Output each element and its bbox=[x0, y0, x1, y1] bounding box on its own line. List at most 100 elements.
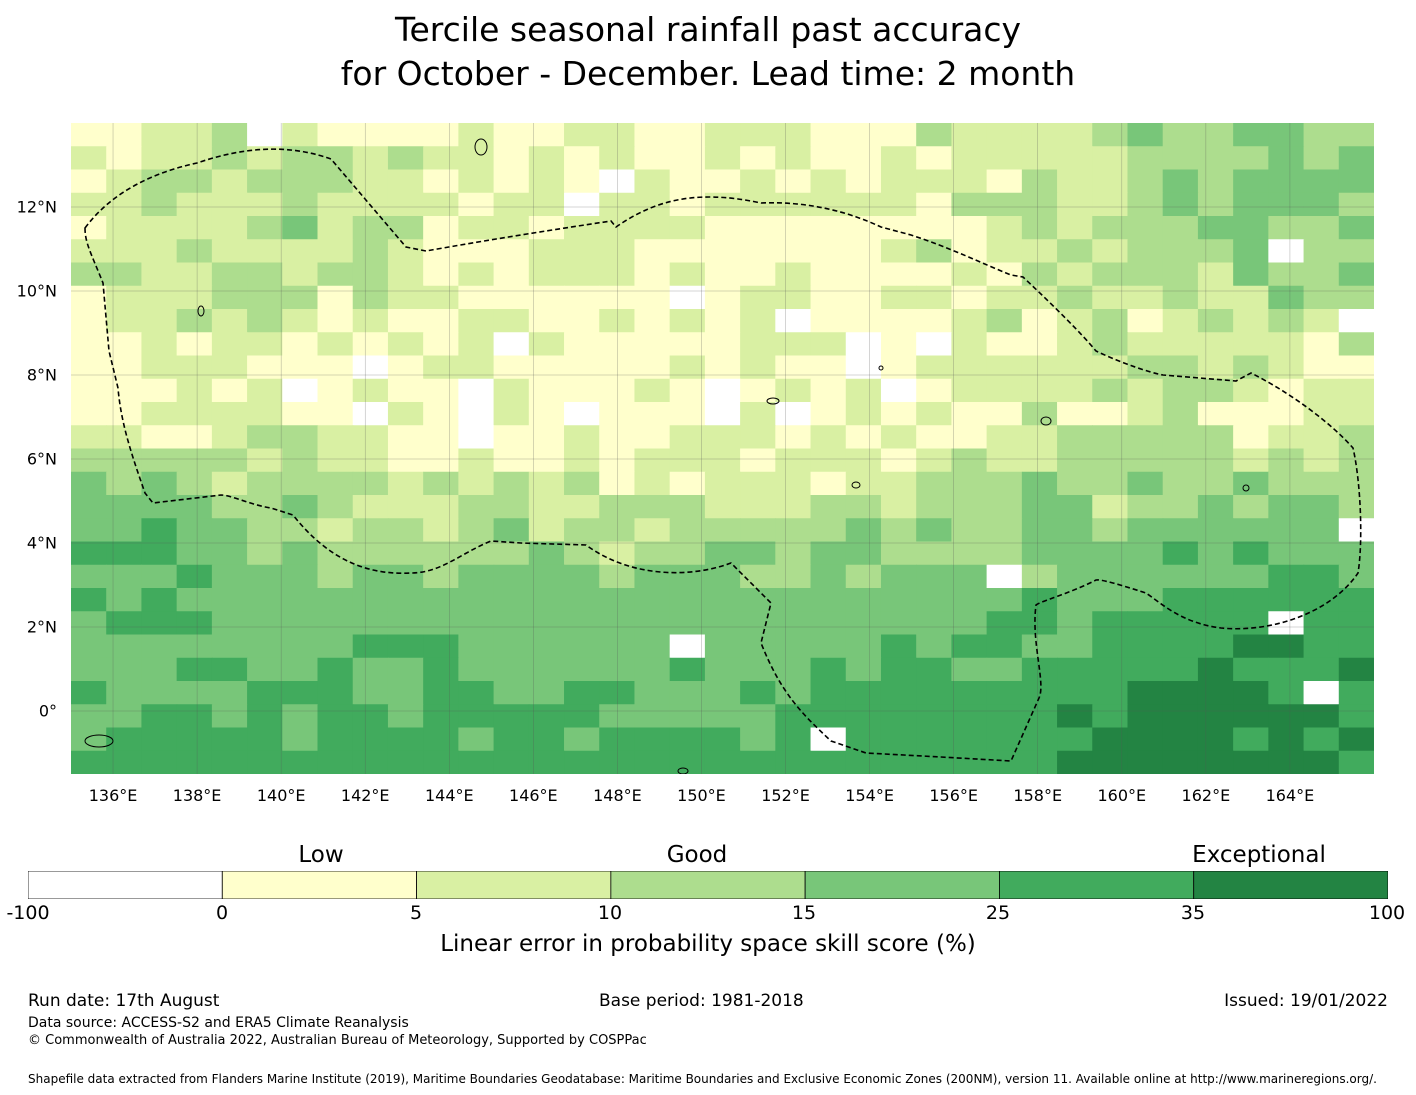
grid-cell bbox=[141, 123, 178, 147]
grid-cell bbox=[1338, 704, 1374, 729]
grid-cell bbox=[669, 378, 706, 403]
grid-cell bbox=[775, 402, 812, 426]
grid-cell bbox=[528, 448, 565, 473]
grid-cell bbox=[211, 750, 248, 774]
grid-cell bbox=[775, 262, 812, 287]
grid-cell bbox=[916, 564, 953, 589]
grid-cell bbox=[951, 634, 988, 659]
grid-cell bbox=[634, 541, 671, 566]
grid-cell bbox=[352, 657, 389, 682]
grid-cell bbox=[141, 378, 178, 403]
longitude-tick-label: 156°E bbox=[929, 786, 978, 805]
grid-cell bbox=[775, 588, 812, 612]
grid-cell bbox=[106, 495, 143, 519]
grid-cell bbox=[176, 681, 213, 705]
grid-cell bbox=[1057, 262, 1093, 287]
grid-cell bbox=[986, 123, 1023, 147]
grid-cell bbox=[493, 402, 530, 426]
grid-cell bbox=[1162, 727, 1199, 752]
grid-cell bbox=[528, 402, 565, 426]
grid-cell bbox=[775, 123, 812, 147]
grid-cell bbox=[211, 262, 248, 287]
grid-cell bbox=[387, 285, 424, 310]
grid-cell bbox=[1338, 169, 1374, 194]
grid-cell bbox=[71, 216, 107, 240]
grid-cell bbox=[986, 657, 1023, 682]
latitude-tick-label: 12°N bbox=[16, 197, 57, 217]
grid-cell bbox=[1303, 634, 1340, 659]
grid-cell bbox=[1162, 332, 1199, 357]
grid-cell bbox=[564, 239, 600, 264]
island-outline bbox=[474, 138, 488, 156]
grid-cell bbox=[599, 727, 636, 752]
grid-cell bbox=[916, 634, 953, 659]
grid-cell bbox=[1162, 192, 1199, 217]
grid-cell bbox=[599, 750, 636, 774]
grid-cell bbox=[775, 216, 812, 240]
grid-cell bbox=[951, 216, 988, 240]
grid-cell bbox=[634, 564, 671, 589]
grid-cell bbox=[669, 495, 706, 519]
grid-cell bbox=[1268, 704, 1305, 729]
grid-cell bbox=[1303, 146, 1340, 171]
grid-cell bbox=[1233, 634, 1269, 659]
grid-cell bbox=[704, 216, 741, 240]
grid-cell bbox=[352, 285, 389, 310]
grid-cell bbox=[176, 471, 213, 496]
map-title: Tercile seasonal rainfall past accuracy … bbox=[0, 8, 1416, 96]
base-period: Base period: 1981-2018 bbox=[599, 991, 804, 1011]
grid-cell bbox=[1303, 216, 1340, 240]
grid-cell bbox=[1268, 309, 1305, 333]
grid-cell bbox=[669, 216, 706, 240]
grid-cell bbox=[810, 495, 847, 519]
grid-cell bbox=[669, 588, 706, 612]
grid-cell bbox=[1197, 309, 1234, 333]
grid-cell bbox=[352, 332, 389, 357]
grid-cell bbox=[423, 262, 459, 287]
grid-cell bbox=[1127, 285, 1164, 310]
grid-cell bbox=[986, 471, 1023, 496]
grid-cell bbox=[669, 425, 706, 450]
grid-cell bbox=[106, 750, 143, 774]
grid-cell bbox=[317, 309, 354, 333]
grid-cell bbox=[493, 495, 530, 519]
grid-cell bbox=[387, 471, 424, 496]
grid-cell bbox=[1303, 541, 1340, 566]
colorbar-tick: 25 bbox=[985, 902, 1011, 924]
grid-cell bbox=[1338, 657, 1374, 682]
grid-cell bbox=[1303, 285, 1340, 310]
grid-cell bbox=[1057, 681, 1093, 705]
grid-cell bbox=[71, 564, 107, 589]
grid-cell bbox=[564, 425, 600, 450]
grid-cell bbox=[141, 146, 178, 171]
grid-cell bbox=[1092, 402, 1129, 426]
grid-cell bbox=[458, 471, 495, 496]
grid-cell bbox=[986, 285, 1023, 310]
grid-cell bbox=[1021, 169, 1058, 194]
grid-cell bbox=[71, 750, 107, 774]
grid-cell bbox=[845, 448, 882, 473]
grid-cell bbox=[564, 750, 600, 774]
grid-cell bbox=[211, 402, 248, 426]
grid-cell bbox=[211, 681, 248, 705]
grid-cell bbox=[106, 402, 143, 426]
grid-cell bbox=[564, 146, 600, 171]
grid-cell bbox=[1021, 727, 1058, 752]
island-outline bbox=[851, 481, 861, 489]
grid-cell bbox=[211, 425, 248, 450]
grid-cell bbox=[564, 285, 600, 310]
grid-cell bbox=[1303, 657, 1340, 682]
grid-cell bbox=[1021, 378, 1058, 403]
grid-cell bbox=[1303, 192, 1340, 217]
grid-cell bbox=[775, 518, 812, 543]
grid-cell bbox=[740, 681, 776, 705]
grid-cell bbox=[317, 425, 354, 450]
grid-cell bbox=[845, 471, 882, 496]
eez-boundary bbox=[84, 148, 1362, 762]
grid-cell bbox=[141, 564, 178, 589]
grid-cell bbox=[282, 588, 319, 612]
grid-cell bbox=[704, 378, 741, 403]
latitude-tick-label: 2°N bbox=[26, 617, 57, 637]
grid-cell bbox=[669, 681, 706, 705]
grid-cell bbox=[1338, 239, 1374, 264]
